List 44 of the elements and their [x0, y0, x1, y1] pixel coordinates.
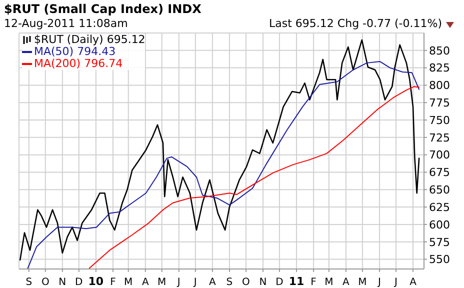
- legend-label: $RUT (Daily) 695.12: [34, 33, 146, 46]
- x-tick-label: M: [124, 277, 133, 288]
- x-tick-label: M: [358, 277, 367, 288]
- x-tick-label: D: [75, 277, 84, 288]
- y-tick-label: 600: [429, 218, 450, 232]
- legend-label: MA(50) 794.43: [34, 45, 116, 58]
- x-tick-label: A: [410, 277, 417, 288]
- y-tick-label: 750: [429, 114, 450, 127]
- x-tick-label: F: [110, 277, 116, 288]
- x-tick-label: O: [41, 277, 50, 288]
- x-tick-label: S: [26, 277, 32, 288]
- y-tick-label: 625: [429, 200, 450, 214]
- x-tick-label: J: [176, 277, 180, 288]
- x-tick-label: N: [58, 277, 66, 288]
- y-tick-label: 700: [429, 148, 450, 162]
- x-tick-label: O: [242, 277, 250, 288]
- legend-label: MA(200) 796.74: [34, 57, 123, 70]
- x-tick-label: M: [158, 277, 166, 288]
- y-tick-label: 575: [429, 236, 450, 249]
- x-tick-label: A: [209, 277, 216, 288]
- x-tick-label: A: [342, 277, 350, 288]
- x-tick-label: 11: [288, 275, 304, 288]
- y-tick-label: 725: [429, 131, 450, 144]
- line-series: [88, 86, 420, 269]
- x-tick-label: N: [259, 277, 267, 288]
- x-tick-label: D: [276, 277, 284, 288]
- x-tick-label: J: [192, 277, 197, 288]
- x-tick-label: M: [324, 277, 334, 288]
- x-tick-label: A: [142, 277, 149, 288]
- y-tick-label: 850: [429, 44, 450, 58]
- y-tick-label: 825: [429, 62, 450, 75]
- y-tick-label: 775: [429, 96, 450, 110]
- y-tick-label: 550: [429, 253, 450, 266]
- x-tick-label: 10: [88, 275, 104, 288]
- y-tick-label: 650: [429, 184, 450, 197]
- x-tick-label: J: [377, 277, 381, 288]
- x-tick-label: J: [394, 277, 398, 288]
- text: Last 695.12 Chg -0.77 (-0.11%): [269, 17, 442, 30]
- x-tick-label: S: [226, 277, 233, 288]
- y-tick-label: 800: [429, 79, 450, 92]
- x-tick-label: F: [310, 277, 317, 288]
- chart-subtitle: 12-Aug-2011 11:08am: [4, 17, 128, 30]
- chart-title: $RUT (Small Cap Index) INDX: [4, 2, 202, 16]
- y-tick-label: 675: [429, 166, 450, 180]
